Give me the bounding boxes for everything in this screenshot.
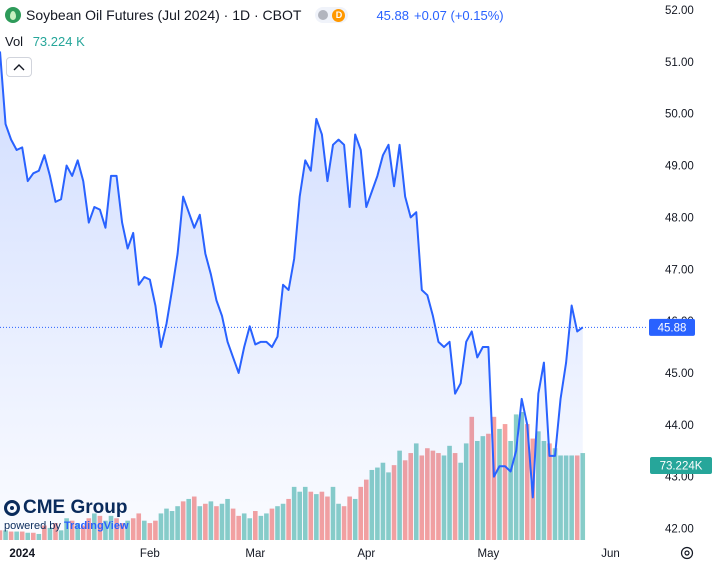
time-axis-tick: Jun <box>601 548 620 560</box>
symbol-title[interactable]: Soybean Oil Futures (Jul 2024) · 1D · CB… <box>26 7 302 23</box>
price-line <box>0 51 584 499</box>
market-status-dot-icon[interactable] <box>318 10 329 20</box>
volume-value: 73.224 K <box>32 34 85 49</box>
interval-badge[interactable]: D <box>332 8 346 22</box>
price-axis-tick: 47.00 <box>665 264 694 276</box>
last-price-label: 45.88 <box>649 318 695 336</box>
cme-logo[interactable]: CME Group powered by TradingView <box>4 497 129 532</box>
auto-scale-settings-icon[interactable] <box>680 546 694 565</box>
time-axis[interactable]: 2024 Feb Mar Apr May Jun <box>9 548 619 560</box>
status-pills[interactable]: D <box>315 7 349 23</box>
price-axis-tick: 50.00 <box>665 109 694 121</box>
price-axis-tick: 42.00 <box>665 524 694 536</box>
time-axis-tick: Mar <box>245 548 265 560</box>
volume-legend: Vol 73.224 K <box>5 34 85 49</box>
price-axis-tick: 51.00 <box>665 57 694 69</box>
price-axis-tick: 48.00 <box>665 212 694 224</box>
tradingview-link[interactable]: TradingView <box>63 520 129 532</box>
droplet-icon <box>5 7 21 23</box>
price-axis[interactable]: 42.0043.0044.0045.0046.0047.0048.0049.00… <box>665 5 694 536</box>
last-volume-label: 73.224K <box>650 457 712 474</box>
price-area-fill <box>0 51 583 540</box>
svg-text:45.88: 45.88 <box>658 322 687 334</box>
chart-legend: Soybean Oil Futures (Jul 2024) · 1D · CB… <box>5 7 504 23</box>
collapse-legend-button[interactable] <box>6 57 32 77</box>
time-axis-tick: 2024 <box>9 548 35 560</box>
chevron-up-icon <box>13 64 25 71</box>
volume-label: Vol <box>5 34 24 49</box>
time-axis-tick: Feb <box>140 548 160 560</box>
price-axis-tick: 45.00 <box>665 368 694 380</box>
last-price: 45.88 <box>376 7 409 23</box>
powered-by-prefix: powered by <box>4 520 64 532</box>
time-axis-tick: May <box>478 548 500 560</box>
price-axis-tick: 49.00 <box>665 161 694 173</box>
price-axis-tick: 52.00 <box>665 5 694 17</box>
price-axis-tick: 44.00 <box>665 420 694 432</box>
time-axis-tick: Apr <box>357 548 375 560</box>
powered-by[interactable]: powered by TradingView <box>4 520 129 532</box>
price-change: +0.07 (+0.15%) <box>413 7 504 23</box>
cme-logo-text: CME Group <box>23 497 128 518</box>
svg-text:73.224K: 73.224K <box>660 461 703 473</box>
cme-logo-icon <box>4 500 20 516</box>
price-axis-tick: 43.00 <box>665 472 694 484</box>
